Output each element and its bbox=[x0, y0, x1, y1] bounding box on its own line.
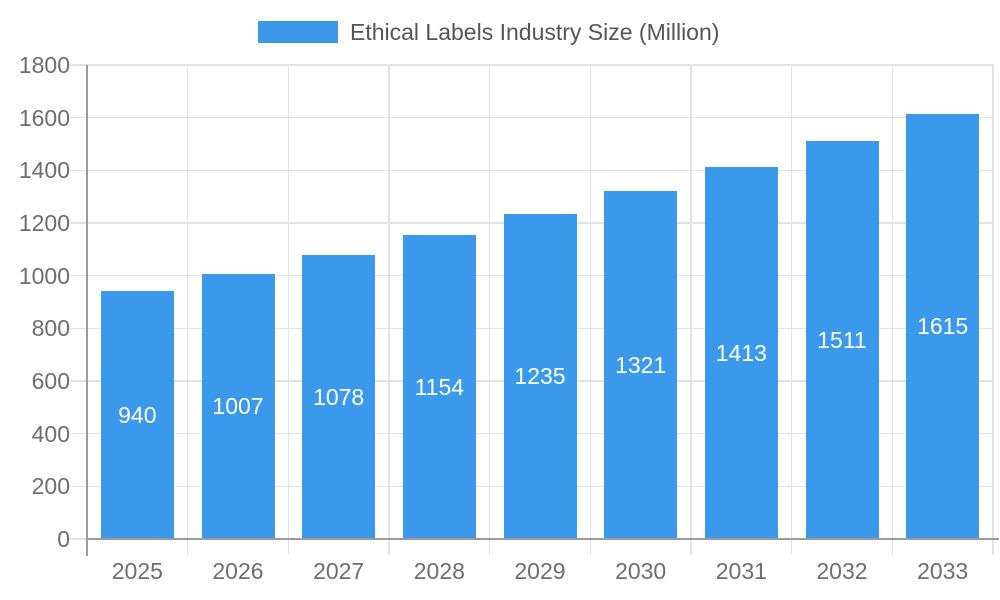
x-axis-tick-label: 2031 bbox=[715, 558, 767, 584]
plot-area: 940 1007 1078 1154 1235 1321 1413 1511 1615 bbox=[70, 64, 999, 556]
x-axis-tick-label: 2032 bbox=[816, 558, 868, 584]
y-axis-tick-label: 0 bbox=[57, 526, 70, 552]
y-axis-tick-label: 1400 bbox=[18, 157, 70, 184]
gridline-v bbox=[690, 65, 692, 539]
bar-value-label: 1615 bbox=[917, 313, 969, 340]
x-axis-tick-label: 2025 bbox=[111, 558, 163, 584]
legend: Ethical Labels Industry Size (Million) bbox=[258, 19, 719, 45]
bar-2028: 1154 bbox=[402, 235, 476, 539]
bar-2030: 1321 bbox=[604, 191, 678, 539]
y-axis-labels: 0 200 400 600 800 1000 1200 1400 1600 1800 bbox=[0, 52, 70, 552]
y-axis-tick-label: 600 bbox=[31, 368, 70, 394]
gridline-v bbox=[891, 65, 894, 539]
gridline-h bbox=[70, 169, 993, 172]
x-axis-line bbox=[87, 537, 999, 540]
y-axis-tick-label: 800 bbox=[31, 315, 70, 342]
x-axis-labels: 2025 2026 2027 2028 2029 2030 2031 2032 2033 bbox=[87, 558, 993, 588]
bar-2025: 940 bbox=[100, 291, 174, 539]
x-axis-tick-label: 2030 bbox=[615, 558, 667, 584]
x-axis-tick-label: 2033 bbox=[917, 558, 969, 584]
gridline-h bbox=[70, 116, 993, 119]
bar-value-label: 1007 bbox=[212, 393, 264, 420]
bar-2033: 1615 bbox=[906, 113, 980, 539]
bar-2031: 1413 bbox=[704, 166, 778, 539]
bar-2026: 1007 bbox=[201, 273, 275, 539]
legend-label: Ethical Labels Industry Size (Million) bbox=[350, 19, 720, 45]
y-axis-tick-label: 1800 bbox=[18, 52, 70, 78]
gridline-v bbox=[992, 65, 994, 539]
x-axis-tick-label: 2026 bbox=[212, 558, 264, 584]
bar-2032: 1511 bbox=[805, 141, 879, 539]
x-axis-tick bbox=[790, 539, 793, 555]
gridline-v bbox=[186, 65, 189, 539]
x-axis-tick bbox=[186, 539, 189, 555]
bar-value-label: 1154 bbox=[414, 374, 465, 401]
bar-2029: 1235 bbox=[503, 213, 577, 539]
bar-value-label: 1321 bbox=[615, 352, 667, 379]
legend-swatch bbox=[258, 21, 338, 43]
gridline-h bbox=[70, 64, 993, 66]
gridline-v bbox=[287, 65, 290, 539]
bar-value-label: 1078 bbox=[313, 384, 365, 411]
gridline-v bbox=[388, 65, 390, 539]
x-axis-tick-label: 2027 bbox=[313, 558, 365, 584]
bar-value-label: 1413 bbox=[715, 339, 767, 366]
gridline-v bbox=[790, 65, 793, 539]
gridline-v bbox=[589, 65, 592, 539]
x-axis-tick-label: 2029 bbox=[514, 558, 566, 584]
y-axis-tick-label: 1600 bbox=[18, 104, 70, 131]
x-axis-tick bbox=[690, 539, 692, 555]
bar-value-label: 940 bbox=[118, 402, 157, 429]
x-axis-tick bbox=[891, 539, 894, 555]
bar-value-label: 1235 bbox=[514, 363, 566, 390]
bar-value-label: 1511 bbox=[817, 327, 867, 354]
x-axis-tick bbox=[488, 539, 491, 555]
x-axis-tick-label: 2028 bbox=[413, 558, 465, 584]
bar-2027: 1078 bbox=[302, 255, 376, 539]
y-axis-tick-label: 1200 bbox=[18, 210, 70, 236]
x-axis-tick bbox=[287, 539, 290, 555]
y-axis-line bbox=[86, 65, 88, 556]
x-axis-tick bbox=[992, 539, 994, 555]
x-axis-tick bbox=[589, 539, 592, 555]
x-axis-tick bbox=[388, 539, 390, 555]
y-axis-tick-label: 200 bbox=[31, 473, 70, 500]
y-axis-tick-label: 400 bbox=[31, 420, 70, 447]
y-axis-tick-label: 1000 bbox=[18, 262, 70, 289]
gridline-v bbox=[488, 65, 491, 539]
